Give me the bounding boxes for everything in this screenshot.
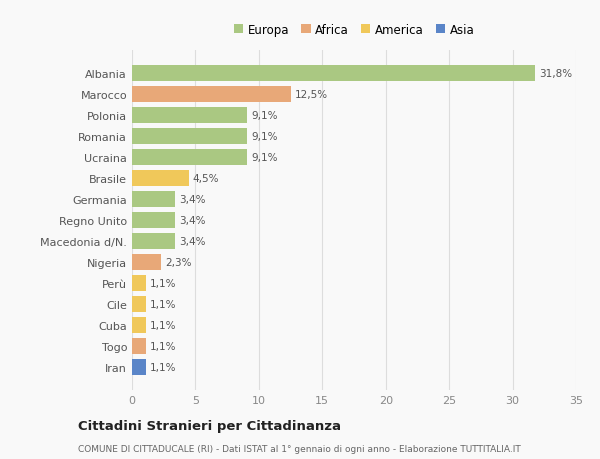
Bar: [132, 129, 247, 145]
Text: COMUNE DI CITTADUCALE (RI) - Dati ISTAT al 1° gennaio di ogni anno - Elaborazion: COMUNE DI CITTADUCALE (RI) - Dati ISTAT …: [78, 444, 521, 453]
Text: Cittadini Stranieri per Cittadinanza: Cittadini Stranieri per Cittadinanza: [78, 419, 341, 432]
Text: 9,1%: 9,1%: [251, 152, 278, 162]
Bar: [132, 171, 189, 186]
Bar: [132, 296, 146, 312]
Text: 1,1%: 1,1%: [150, 362, 176, 372]
Text: 9,1%: 9,1%: [251, 132, 278, 141]
Text: 3,4%: 3,4%: [179, 215, 205, 225]
Text: 3,4%: 3,4%: [179, 236, 205, 246]
Text: 3,4%: 3,4%: [179, 195, 205, 204]
Bar: [132, 150, 247, 165]
Bar: [132, 317, 146, 333]
Bar: [132, 191, 175, 207]
Bar: [132, 359, 146, 375]
Text: 1,1%: 1,1%: [150, 299, 176, 309]
Bar: [132, 338, 146, 354]
Text: 2,3%: 2,3%: [165, 257, 191, 267]
Bar: [132, 254, 161, 270]
Bar: [132, 213, 175, 228]
Text: 9,1%: 9,1%: [251, 111, 278, 121]
Text: 31,8%: 31,8%: [539, 69, 572, 79]
Bar: [132, 234, 175, 249]
Text: 1,1%: 1,1%: [150, 320, 176, 330]
Text: 12,5%: 12,5%: [295, 90, 328, 100]
Text: 1,1%: 1,1%: [150, 278, 176, 288]
Text: 4,5%: 4,5%: [193, 174, 220, 184]
Bar: [132, 275, 146, 291]
Bar: [132, 66, 535, 82]
Bar: [132, 108, 247, 123]
Bar: [132, 87, 290, 102]
Legend: Europa, Africa, America, Asia: Europa, Africa, America, Asia: [229, 19, 479, 41]
Text: 1,1%: 1,1%: [150, 341, 176, 351]
